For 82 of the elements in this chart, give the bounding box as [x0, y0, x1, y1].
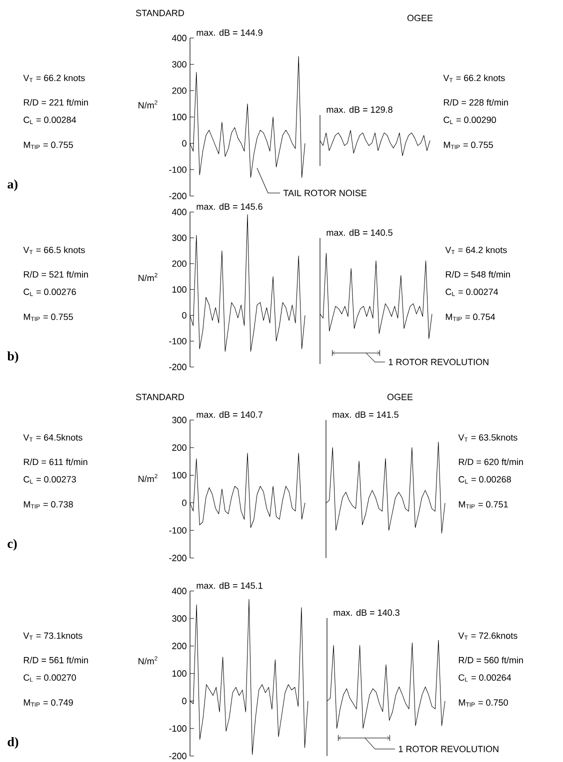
y-tick-label: 400 [172, 588, 186, 594]
text: V$_{T}$ = 66.5 knots [23, 246, 85, 254]
y-tick-label: 400 [172, 208, 186, 216]
text: V$_{T}$ = 64.2 knots [445, 246, 507, 254]
text: max. dB = 140.5 [326, 229, 392, 236]
text: M$_{TIP}$ = 0.754 [446, 314, 496, 321]
text: C$_{L}$ = 0.00264 [458, 674, 512, 682]
y-axis-title: N/m$^{2}$ [138, 474, 158, 482]
text: V$_{T}$ = 66.2 knots [23, 74, 85, 82]
text: c) [8, 538, 17, 551]
text: M$_{TIP}$ = 0.755 [24, 314, 73, 321]
text: R/D = 548 ft/min [446, 270, 510, 278]
text: R/D = 228 ft/min [444, 98, 508, 106]
y-tick-label: -200 [169, 752, 186, 760]
y-tick-label: -200 [169, 192, 186, 200]
y-axis-title: N/m$^{2}$ [138, 656, 158, 664]
text: R/D = 620 ft/min [458, 458, 523, 466]
y-tick-label: 200 [172, 87, 186, 94]
text: C$_{L}$ = 0.00270 [24, 674, 76, 682]
text: C$_{L}$ = 0.00284 [24, 116, 76, 124]
y-tick-label: 100 [172, 114, 186, 120]
y-tick-label: -100 [169, 338, 186, 344]
y-tick-label: 400 [172, 34, 186, 42]
y-tick-label: -100 [169, 527, 186, 534]
text: d) [8, 737, 18, 749]
y-tick-label: 0 [182, 500, 186, 506]
y-axis-title: N/m$^{2}$ [138, 273, 158, 282]
y-tick-label: 300 [172, 234, 186, 242]
text: max. dB = 141.5 [332, 411, 398, 418]
text: a) [8, 179, 18, 192]
text: M$_{TIP}$ = 0.751 [458, 501, 508, 508]
chart-title: OGEE [407, 14, 433, 22]
y-tick-label: 0 [182, 140, 186, 147]
text: V$_{T}$ = 64.5knots [23, 434, 82, 442]
text: 1 ROTOR REVOLUTION [388, 358, 488, 366]
text: R/D = 521 ft/min [24, 270, 88, 278]
y-tick-label: 200 [172, 444, 186, 451]
y-tick-label: -200 [169, 554, 186, 562]
y-tick-label: 200 [172, 642, 186, 650]
text: R/D = 221 ft/min [24, 98, 88, 106]
y-tick-label: 0 [182, 312, 186, 319]
chart-title: OGEE [387, 394, 413, 400]
text: M$_{TIP}$ = 0.749 [24, 699, 73, 707]
y-tick-label: 300 [172, 615, 186, 622]
text: M$_{TIP}$ = 0.755 [24, 142, 73, 149]
text: V$_{T}$ = 72.6knots [458, 632, 518, 640]
annotation: TAIL ROTOR NOISE [283, 190, 366, 196]
text: 1 ROTOR REVOLUTION [398, 746, 498, 752]
text: max. dB = 145.6 [196, 203, 262, 210]
y-tick-label: 0 [182, 698, 186, 704]
text: M$_{TIP}$ = 0.738 [24, 501, 73, 508]
text: C$_{L}$ = 0.00274 [446, 288, 498, 296]
text: C$_{L}$ = 0.00276 [24, 288, 76, 296]
y-tick-label: 300 [172, 61, 186, 68]
text: M$_{TIP}$ = 0.755 [444, 142, 493, 149]
text: C$_{L}$ = 0.00268 [458, 476, 511, 484]
chart-title: STANDARD [136, 394, 184, 400]
y-axis-title: N/m$^{2}$ [138, 100, 158, 108]
y-tick-label: 300 [172, 416, 186, 424]
text: max. dB = 140.3 [334, 609, 400, 616]
y-tick-label: -200 [169, 364, 186, 370]
text: M$_{TIP}$ = 0.750 [458, 699, 508, 707]
text: R/D = 561 ft/min [24, 656, 88, 664]
y-tick-label: 100 [172, 286, 186, 293]
y-tick-label: -100 [169, 725, 186, 732]
text: max. dB = 129.8 [326, 106, 392, 113]
chart-title: STANDARD [136, 10, 184, 16]
text: V$_{T}$ = 66.2 knots [443, 74, 505, 82]
text: R/D = 611 ft/min [24, 458, 88, 466]
text: C$_{L}$ = 0.00273 [24, 476, 76, 484]
text: max. dB = 144.9 [196, 29, 262, 36]
y-tick-label: 100 [172, 670, 186, 677]
text: C$_{L}$ = 0.00290 [444, 116, 496, 124]
y-tick-label: 200 [172, 260, 186, 267]
y-tick-label: -100 [169, 166, 186, 173]
y-tick-label: 100 [172, 472, 186, 478]
text: V$_{T}$ = 73.1knots [23, 632, 82, 640]
text: max. dB = 140.7 [196, 411, 262, 418]
text: max. dB = 145.1 [196, 582, 262, 589]
text: b) [7, 351, 18, 364]
text: V$_{T}$ = 63.5knots [458, 434, 518, 442]
text: R/D = 560 ft/min [458, 656, 523, 664]
